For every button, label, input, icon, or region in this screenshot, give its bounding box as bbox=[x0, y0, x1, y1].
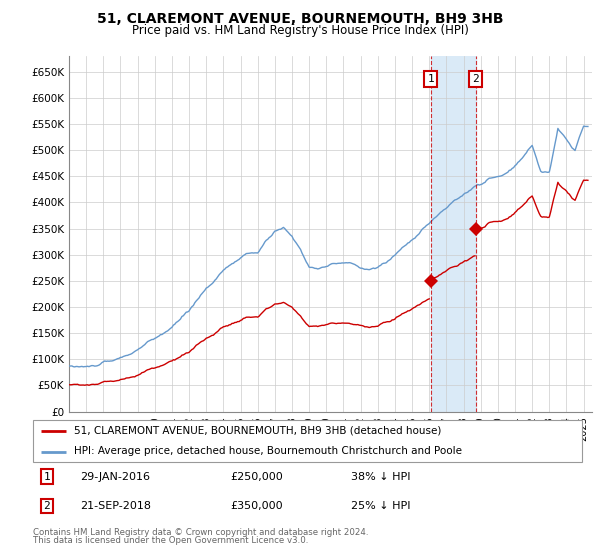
Text: 2: 2 bbox=[473, 74, 479, 84]
Text: 51, CLAREMONT AVENUE, BOURNEMOUTH, BH9 3HB (detached house): 51, CLAREMONT AVENUE, BOURNEMOUTH, BH9 3… bbox=[74, 426, 442, 436]
Text: This data is licensed under the Open Government Licence v3.0.: This data is licensed under the Open Gov… bbox=[33, 536, 308, 545]
Text: £350,000: £350,000 bbox=[230, 501, 283, 511]
Text: 1: 1 bbox=[427, 74, 434, 84]
Text: 51, CLAREMONT AVENUE, BOURNEMOUTH, BH9 3HB: 51, CLAREMONT AVENUE, BOURNEMOUTH, BH9 3… bbox=[97, 12, 503, 26]
Text: 1: 1 bbox=[43, 472, 50, 482]
Text: 25% ↓ HPI: 25% ↓ HPI bbox=[352, 501, 411, 511]
Text: Price paid vs. HM Land Registry's House Price Index (HPI): Price paid vs. HM Land Registry's House … bbox=[131, 24, 469, 37]
Text: HPI: Average price, detached house, Bournemouth Christchurch and Poole: HPI: Average price, detached house, Bour… bbox=[74, 446, 462, 456]
Text: Contains HM Land Registry data © Crown copyright and database right 2024.: Contains HM Land Registry data © Crown c… bbox=[33, 528, 368, 536]
Bar bbox=[431, 56, 476, 412]
Text: 38% ↓ HPI: 38% ↓ HPI bbox=[352, 472, 411, 482]
Text: 29-JAN-2016: 29-JAN-2016 bbox=[80, 472, 149, 482]
Text: £250,000: £250,000 bbox=[230, 472, 283, 482]
Text: 21-SEP-2018: 21-SEP-2018 bbox=[80, 501, 151, 511]
Text: 2: 2 bbox=[43, 501, 50, 511]
